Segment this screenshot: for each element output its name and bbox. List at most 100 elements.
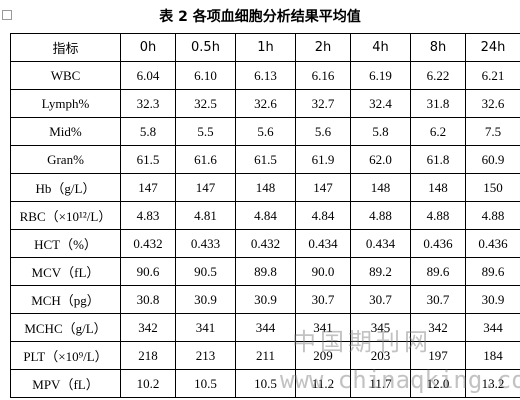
table-row: Lymph% 32.3 32.5 32.6 32.7 32.4 31.8 32.6 [10, 89, 520, 118]
cell: 12.0 [410, 369, 466, 398]
row-label: MPV（fL） [10, 369, 121, 398]
cell: 6.16 [295, 61, 351, 90]
table-row: Gran% 61.5 61.6 61.5 61.9 62.0 61.8 60.9 [10, 145, 520, 174]
cell: 60.9 [465, 145, 520, 174]
cell: 89.6 [465, 257, 520, 286]
cell: 13.2 [465, 369, 520, 398]
cell: 7.5 [465, 117, 520, 146]
cell: 342 [120, 313, 176, 342]
row-label: MCH（pg） [10, 285, 121, 314]
cell: 4.84 [235, 201, 296, 230]
table-row: MCH（pg） 30.8 30.9 30.9 30.7 30.7 30.7 30.9 [10, 285, 520, 314]
cell: 0.436 [465, 229, 520, 258]
cell: 32.7 [295, 89, 351, 118]
cell: 0.432 [120, 229, 176, 258]
cell: 203 [350, 341, 411, 370]
column-header: 指标 [10, 33, 121, 62]
cell: 30.7 [410, 285, 466, 314]
table-row: MCHC（g/L） 342 341 344 341 345 342 344 [10, 313, 520, 342]
cell: 148 [350, 173, 411, 202]
cell: 345 [350, 313, 411, 342]
row-label: Gran% [10, 145, 121, 174]
cell: 6.2 [410, 117, 466, 146]
cell: 0.434 [350, 229, 411, 258]
table-title: 表 2 各项血细胞分析结果平均值 [159, 9, 361, 25]
cell: 6.22 [410, 61, 466, 90]
cell: 6.13 [235, 61, 296, 90]
cell: 148 [410, 173, 466, 202]
cell: 90.5 [175, 257, 236, 286]
cell: 5.8 [350, 117, 411, 146]
cell: 218 [120, 341, 176, 370]
table-row: Hb（g/L） 147 147 148 147 148 148 150 [10, 173, 520, 202]
cell: 147 [120, 173, 176, 202]
cell: 32.4 [350, 89, 411, 118]
row-label: HCT（%） [10, 229, 121, 258]
cell: 90.0 [295, 257, 351, 286]
table-row: RBC（×10¹²/L） 4.83 4.81 4.84 4.84 4.88 4.88 4.88 [10, 201, 520, 230]
row-label: Mid% [10, 117, 121, 146]
cell: 341 [175, 313, 236, 342]
cell: 30.8 [120, 285, 176, 314]
cell: 30.7 [295, 285, 351, 314]
column-header: 24h [465, 33, 520, 62]
cell: 61.8 [410, 145, 466, 174]
cell: 5.6 [295, 117, 351, 146]
cell: 10.5 [175, 369, 236, 398]
cell: 61.9 [295, 145, 351, 174]
cell: 89.6 [410, 257, 466, 286]
cell: 0.434 [295, 229, 351, 258]
row-label: WBC [10, 61, 121, 90]
cell: 4.88 [410, 201, 466, 230]
column-header: 0.5h [175, 33, 236, 62]
table-row: Mid% 5.8 5.5 5.6 5.6 5.8 6.2 7.5 [10, 117, 520, 146]
row-label: MCV（fL） [10, 257, 121, 286]
row-label: MCHC（g/L） [10, 313, 121, 342]
cell: 89.8 [235, 257, 296, 286]
cell: 147 [295, 173, 351, 202]
cell: 4.81 [175, 201, 236, 230]
cell: 148 [235, 173, 296, 202]
cell: 0.433 [175, 229, 236, 258]
cell: 30.9 [465, 285, 520, 314]
cell: 61.5 [120, 145, 176, 174]
table-anchor[interactable] [2, 10, 12, 20]
cell: 30.9 [235, 285, 296, 314]
cell: 62.0 [350, 145, 411, 174]
cell: 30.7 [350, 285, 411, 314]
table-row: WBC 6.04 6.10 6.13 6.16 6.19 6.22 6.21 [10, 61, 520, 90]
data-table: 指标 0h 0.5h 1h 2h 4h 8h 24h WBC 6.04 6.10 6.13 6.16 6.… [10, 33, 520, 398]
cell: 150 [465, 173, 520, 202]
cell: 4.83 [120, 201, 176, 230]
cell: 6.21 [465, 61, 520, 90]
cell: 90.6 [120, 257, 176, 286]
table-row: MCV（fL） 90.6 90.5 89.8 90.0 89.2 89.6 89.6 [10, 257, 520, 286]
cell: 32.6 [235, 89, 296, 118]
cell: 61.6 [175, 145, 236, 174]
column-header: 4h [350, 33, 411, 62]
cell: 31.8 [410, 89, 466, 118]
cell: 32.5 [175, 89, 236, 118]
watermark-logo: 中国期刊网 [292, 328, 432, 356]
cell: 32.6 [465, 89, 520, 118]
cell: 5.5 [175, 117, 236, 146]
cell: 0.432 [235, 229, 296, 258]
cell: 6.04 [120, 61, 176, 90]
cell: 6.19 [350, 61, 411, 90]
row-label: Lymph% [10, 89, 121, 118]
column-header: 2h [295, 33, 351, 62]
cell: 344 [465, 313, 520, 342]
cell: 4.84 [295, 201, 351, 230]
cell: 11.7 [350, 369, 411, 398]
cell: 4.88 [350, 201, 411, 230]
table-row: MPV（fL） 10.2 10.5 10.5 11.2 11.7 12.0 13.2 [10, 369, 520, 398]
column-header: 8h [410, 33, 466, 62]
cell: 4.88 [465, 201, 520, 230]
table-row: HCT（%） 0.432 0.433 0.432 0.434 0.434 0.436 0.43… [10, 229, 520, 258]
cell: 147 [175, 173, 236, 202]
cell: 184 [465, 341, 520, 370]
row-label: RBC（×10¹²/L） [10, 201, 121, 230]
header-row: 指标 0h 0.5h 1h 2h 4h 8h 24h [10, 33, 520, 62]
cell: 32.3 [120, 89, 176, 118]
